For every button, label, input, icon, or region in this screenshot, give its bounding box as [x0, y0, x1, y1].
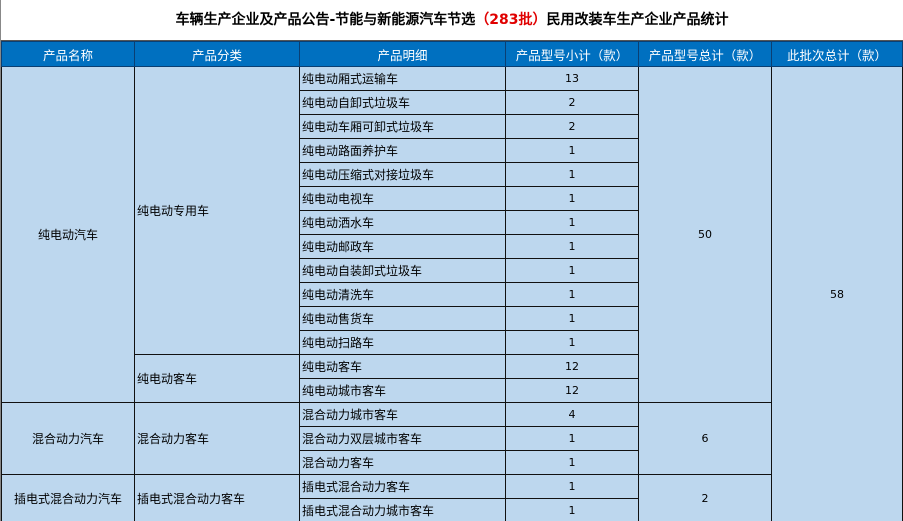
subtotal-cell[interactable]: 1	[505, 162, 639, 187]
table-row: 纯电动压缩式对接垃圾车 1	[2, 162, 903, 187]
table-row: 纯电动车厢可卸式垃圾车 2	[2, 114, 903, 139]
title-text: 车辆生产企业及产品公告-节能与新能源汽车节选	[175, 12, 476, 28]
detail-cell[interactable]: 混合动力城市客车	[299, 402, 506, 427]
detail-cell[interactable]: 纯电动洒水车	[299, 210, 506, 235]
subtotal-cell[interactable]: 2	[505, 114, 639, 139]
header-batch-total: 此批次总计（款）	[771, 41, 903, 67]
table-row: 纯电动自装卸式垃圾车 1	[2, 258, 903, 283]
detail-cell[interactable]: 纯电动压缩式对接垃圾车	[299, 162, 506, 187]
table-row: 纯电动清洗车 1	[2, 282, 903, 307]
detail-cell[interactable]: 纯电动扫路车	[299, 330, 506, 355]
product-name-cell[interactable]: 混合动力汽车	[1, 402, 135, 475]
category-cell[interactable]: 纯电动专用车	[134, 66, 300, 355]
subtotal-cell[interactable]: 1	[505, 474, 639, 499]
table-title: 车辆生产企业及产品公告-节能与新能源汽车节选（283批）民用改装车生产企业产品统…	[1, 0, 903, 41]
table-row: 纯电动电视车 1	[2, 186, 903, 211]
category-cell[interactable]: 插电式混合动力客车	[134, 474, 300, 521]
detail-cell[interactable]: 纯电动邮政车	[299, 234, 506, 259]
subtotal-cell[interactable]: 1	[505, 498, 639, 521]
detail-cell[interactable]: 纯电动路面养护车	[299, 138, 506, 163]
stats-table: 产品名称 产品分类 产品明细 产品型号小计（款） 产品型号总计（款） 此批次总计…	[1, 41, 903, 521]
subtotal-cell[interactable]: 1	[505, 450, 639, 475]
detail-cell[interactable]: 插电式混合动力客车	[299, 474, 506, 499]
table-row: 纯电动路面养护车 1	[2, 138, 903, 163]
detail-cell[interactable]: 纯电动电视车	[299, 186, 506, 211]
subtotal-cell[interactable]: 1	[505, 186, 639, 211]
total-cell[interactable]: 50	[638, 66, 772, 403]
header-row: 产品名称 产品分类 产品明细 产品型号小计（款） 产品型号总计（款） 此批次总计…	[1, 41, 903, 67]
table-row: 纯电动城市客车 12	[2, 378, 903, 403]
detail-cell[interactable]: 纯电动自卸式垃圾车	[299, 90, 506, 115]
detail-cell[interactable]: 混合动力双层城市客车	[299, 426, 506, 451]
category-cell[interactable]: 混合动力客车	[134, 402, 300, 475]
subtotal-cell[interactable]: 1	[505, 306, 639, 331]
header-detail: 产品明细	[299, 41, 506, 67]
subtotal-cell[interactable]: 1	[505, 234, 639, 259]
detail-cell[interactable]: 插电式混合动力城市客车	[299, 498, 506, 521]
subtotal-cell[interactable]: 1	[505, 258, 639, 283]
subtotal-cell[interactable]: 4	[505, 402, 639, 427]
subtotal-cell[interactable]: 2	[505, 90, 639, 115]
table-row: 插电式混合动力汽车 插电式混合动力客车 插电式混合动力客车 1 2	[1, 474, 903, 521]
detail-cell[interactable]: 纯电动客车	[299, 354, 506, 379]
table-row: 混合动力汽车 混合动力客车 混合动力城市客车 4 6	[1, 402, 903, 475]
table-row: 纯电动汽车 纯电动专用车 纯电动厢式运输车 13 50 58	[1, 66, 903, 521]
subtotal-cell[interactable]: 12	[505, 378, 639, 403]
header-product-name: 产品名称	[1, 41, 135, 67]
table-row: 纯电动售货车 1	[2, 306, 903, 331]
table-row: 纯电动洒水车 1	[2, 210, 903, 235]
table-row: 纯电动自卸式垃圾车 2	[2, 90, 903, 115]
product-name-cell[interactable]: 纯电动汽车	[1, 66, 135, 403]
table-row: 纯电动扫路车 1	[2, 330, 903, 355]
subtotal-cell[interactable]: 1	[505, 330, 639, 355]
header-total: 产品型号总计（款）	[638, 41, 772, 67]
table-row: 纯电动邮政车 1	[2, 234, 903, 259]
total-cell[interactable]: 6	[638, 402, 772, 475]
detail-cell[interactable]: 纯电动城市客车	[299, 378, 506, 403]
subtotal-cell[interactable]: 1	[505, 210, 639, 235]
detail-cell[interactable]: 纯电动自装卸式垃圾车	[299, 258, 506, 283]
subtotal-cell[interactable]: 12	[505, 354, 639, 379]
header-subtotal: 产品型号小计（款）	[505, 41, 639, 67]
title-suffix: 民用改装车生产企业产品统计	[546, 12, 729, 28]
subtotal-cell[interactable]: 1	[505, 138, 639, 163]
detail-cell[interactable]: 混合动力客车	[299, 450, 506, 475]
table-row: 混合动力客车 1	[2, 450, 903, 475]
product-name-cell[interactable]: 插电式混合动力汽车	[1, 474, 135, 521]
category-cell[interactable]: 纯电动客车	[134, 354, 300, 403]
detail-cell[interactable]: 纯电动厢式运输车	[299, 66, 506, 91]
header-category: 产品分类	[134, 41, 300, 67]
detail-cell[interactable]: 纯电动清洗车	[299, 282, 506, 307]
table-row: 混合动力双层城市客车 1	[2, 426, 903, 451]
batch-total-cell[interactable]: 58	[771, 66, 903, 521]
table-row: 纯电动客车 纯电动客车 12	[2, 354, 903, 403]
subtotal-cell[interactable]: 1	[505, 426, 639, 451]
total-cell[interactable]: 2	[638, 474, 772, 521]
detail-cell[interactable]: 纯电动售货车	[299, 306, 506, 331]
title-batch: （283批）	[475, 12, 547, 28]
table-row: 插电式混合动力城市客车 1	[2, 498, 903, 521]
subtotal-cell[interactable]: 1	[505, 282, 639, 307]
subtotal-cell[interactable]: 13	[505, 66, 639, 91]
detail-cell[interactable]: 纯电动车厢可卸式垃圾车	[299, 114, 506, 139]
